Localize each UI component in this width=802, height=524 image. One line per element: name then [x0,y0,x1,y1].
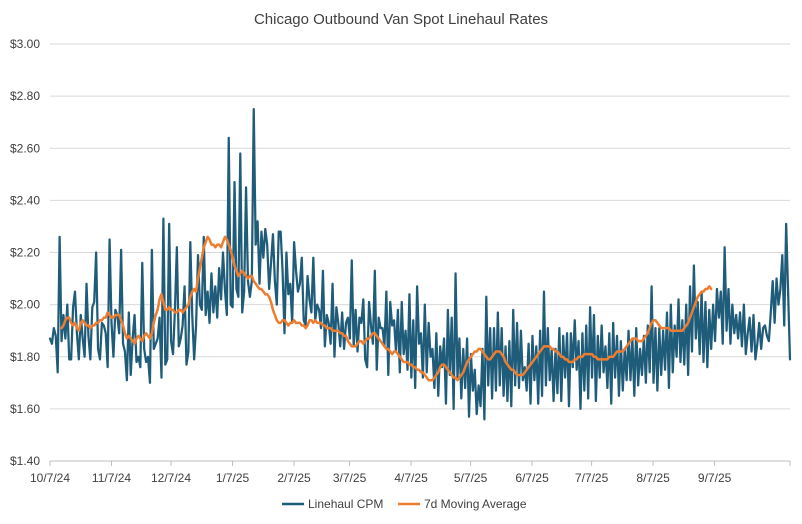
y-tick-label: $1.40 [10,454,40,468]
x-tick-label: 7/7/25 [575,471,609,485]
y-axis-tick-labels: $1.40 $1.60 $1.80 $2.00 $2.20 $2.40 $2.60 $2.80… [10,37,40,468]
x-tick-label: 10/7/24 [30,471,70,485]
x-tick-label: 4/7/25 [394,471,428,485]
grid-lines [50,43,790,462]
series-lines [48,108,792,421]
legend-label-moving-average: 7d Moving Average [424,497,527,511]
x-tick-label: 11/7/24 [92,471,131,485]
x-tick-label: 3/7/25 [333,471,367,485]
x-tick-label: 2/7/25 [277,471,311,485]
legend-label-linehaul-cpm: Linehaul CPM [308,497,383,511]
y-tick-label: $3.00 [10,37,40,51]
x-tick-label: 9/7/25 [698,471,732,485]
chart-title: Chicago Outbound Van Spot Linehaul Rates [254,11,548,28]
y-tick-label: $2.60 [10,141,40,155]
x-tick-label: 6/7/25 [515,471,549,485]
x-tick-label: 1/7/25 [216,471,250,485]
series-line-moving-average [60,235,713,382]
x-axis-tick-labels: 10/7/24 11/7/24 12/7/24 1/7/25 2/7/25 3/7/25 4… [30,461,791,485]
y-tick-label: $2.20 [10,246,40,260]
x-tick-label: 12/7/24 [151,471,191,485]
x-tick-label: 5/7/25 [454,471,488,485]
y-tick-label: $2.40 [10,193,40,207]
series-line-linehaul-cpm [48,108,792,421]
y-tick-label: $1.60 [10,402,40,416]
y-tick-label: $2.00 [10,298,40,312]
x-tick-label: 8/7/25 [636,471,670,485]
y-tick-label: $1.80 [10,350,40,364]
legend: Linehaul CPM 7d Moving Average [282,497,527,511]
y-tick-label: $2.80 [10,89,40,103]
